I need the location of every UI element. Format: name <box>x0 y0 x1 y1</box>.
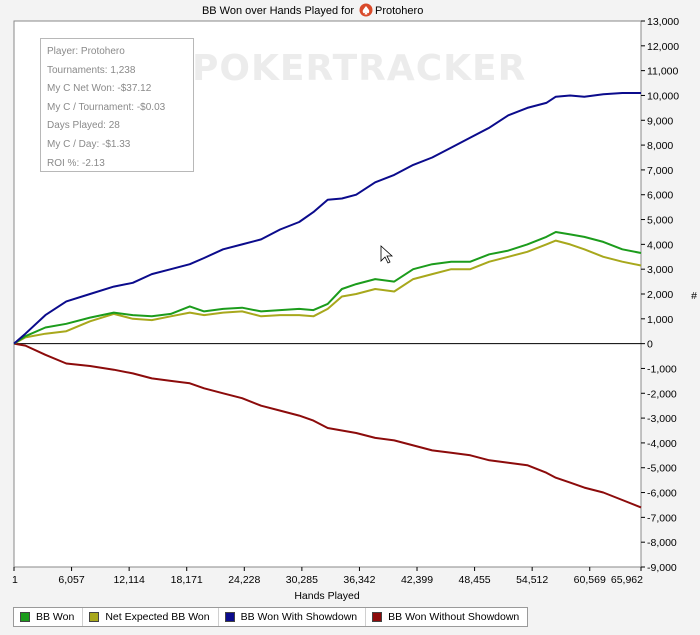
y-tick-label: 13,000 <box>647 16 679 28</box>
y-tick-label: -1,000 <box>647 363 677 375</box>
y-tick-label: 9,000 <box>647 115 673 127</box>
right-axis-marker: # <box>691 290 697 302</box>
player-stats-box: Player: Protohero Tournaments: 1,238 My … <box>40 38 194 172</box>
x-tick-label: 65,962 <box>611 574 643 586</box>
legend-label: Net Expected BB Won <box>105 611 210 623</box>
x-tick-label: 1 <box>12 574 18 586</box>
y-tick-label: -2,000 <box>647 388 677 400</box>
series-layer <box>13 92 642 509</box>
y-tick-label: 11,000 <box>647 66 678 78</box>
stat-net-won: My C Net Won: -$37.12 <box>47 83 152 95</box>
stat-tournaments: Tournaments: 1,238 <box>47 64 136 76</box>
stat-roi: ROI %: -2.13 <box>47 157 105 169</box>
legend-swatch <box>372 612 383 622</box>
legend-swatch <box>224 612 235 622</box>
y-tick-label: 2,000 <box>647 289 673 301</box>
legend-item-without-showdown[interactable]: BB Won Without Showdown <box>366 608 527 626</box>
watermark-logo: POKERTRACKER <box>192 48 527 89</box>
y-tick-label: -7,000 <box>647 512 677 524</box>
player-suit-icon <box>359 3 373 17</box>
chart-title-player: Protohero <box>375 5 423 17</box>
y-tick-label: 1,000 <box>647 314 673 326</box>
y-tick-label: 3,000 <box>647 264 673 276</box>
y-tick-label: -3,000 <box>647 413 677 425</box>
x-tick-label: 30,285 <box>286 574 318 586</box>
stat-days-played: Days Played: 28 <box>47 120 120 132</box>
stat-player: Player: Protohero <box>47 46 125 57</box>
legend-item-bb-won[interactable]: BB Won <box>14 608 84 626</box>
chart-legend: BB Won Net Expected BB Won BB Won With S… <box>13 607 529 627</box>
legend-label: BB Won <box>36 611 75 623</box>
x-tick-label: 42,399 <box>401 574 433 586</box>
x-tick-label: 48,455 <box>459 574 491 586</box>
x-tick-label: 12,114 <box>113 574 144 586</box>
x-tick-label: 60,569 <box>574 574 606 586</box>
mouse-cursor-icon <box>380 245 394 264</box>
stat-per-day: My C / Day: -$1.33 <box>47 138 131 150</box>
series-line-1 <box>13 239 642 345</box>
series-line-2 <box>13 92 641 345</box>
x-tick-label: 54,512 <box>516 574 548 586</box>
y-tick-label: 7,000 <box>647 165 673 177</box>
y-tick-label: 10,000 <box>647 90 679 102</box>
y-tick-label: -9,000 <box>647 562 677 574</box>
x-tick-label: 36,342 <box>343 574 375 586</box>
series-line-0 <box>13 231 642 345</box>
y-tick-label: -4,000 <box>647 438 677 450</box>
chart-title: BB Won over Hands Played for <box>202 5 354 17</box>
y-tick-label: 5,000 <box>647 215 673 227</box>
legend-swatch <box>89 612 100 622</box>
legend-item-net-expected[interactable]: Net Expected BB Won <box>83 608 219 626</box>
x-axis: 1 6,057 12,114 18,171 24,228 30,285 36,342 42,3… <box>12 567 643 586</box>
x-axis-label: Hands Played <box>294 590 360 602</box>
y-tick-label: 8,000 <box>647 140 673 152</box>
stat-per-tournament: My C / Tournament: -$0.03 <box>47 101 166 113</box>
y-tick-label: 12,000 <box>647 41 679 53</box>
x-tick-label: 24,228 <box>228 574 260 586</box>
y-tick-label: -5,000 <box>647 463 677 475</box>
x-tick-label: 6,057 <box>58 574 84 586</box>
series-line-3 <box>13 342 642 509</box>
y-tick-label: -6,000 <box>647 488 677 500</box>
y-tick-label: 4,000 <box>647 239 673 251</box>
y-axis: -9,000 -8,000 -7,000 -6,000 -5,000 -4,000 -3,0… <box>641 16 679 574</box>
y-tick-label: 0 <box>647 339 653 351</box>
legend-item-with-showdown[interactable]: BB Won With Showdown <box>219 608 367 626</box>
legend-label: BB Won Without Showdown <box>388 611 520 623</box>
y-tick-label: -8,000 <box>647 537 677 549</box>
x-tick-label: 18,171 <box>171 574 203 586</box>
legend-label: BB Won With Showdown <box>240 611 358 623</box>
legend-swatch <box>20 612 30 622</box>
y-tick-label: 6,000 <box>647 190 673 202</box>
